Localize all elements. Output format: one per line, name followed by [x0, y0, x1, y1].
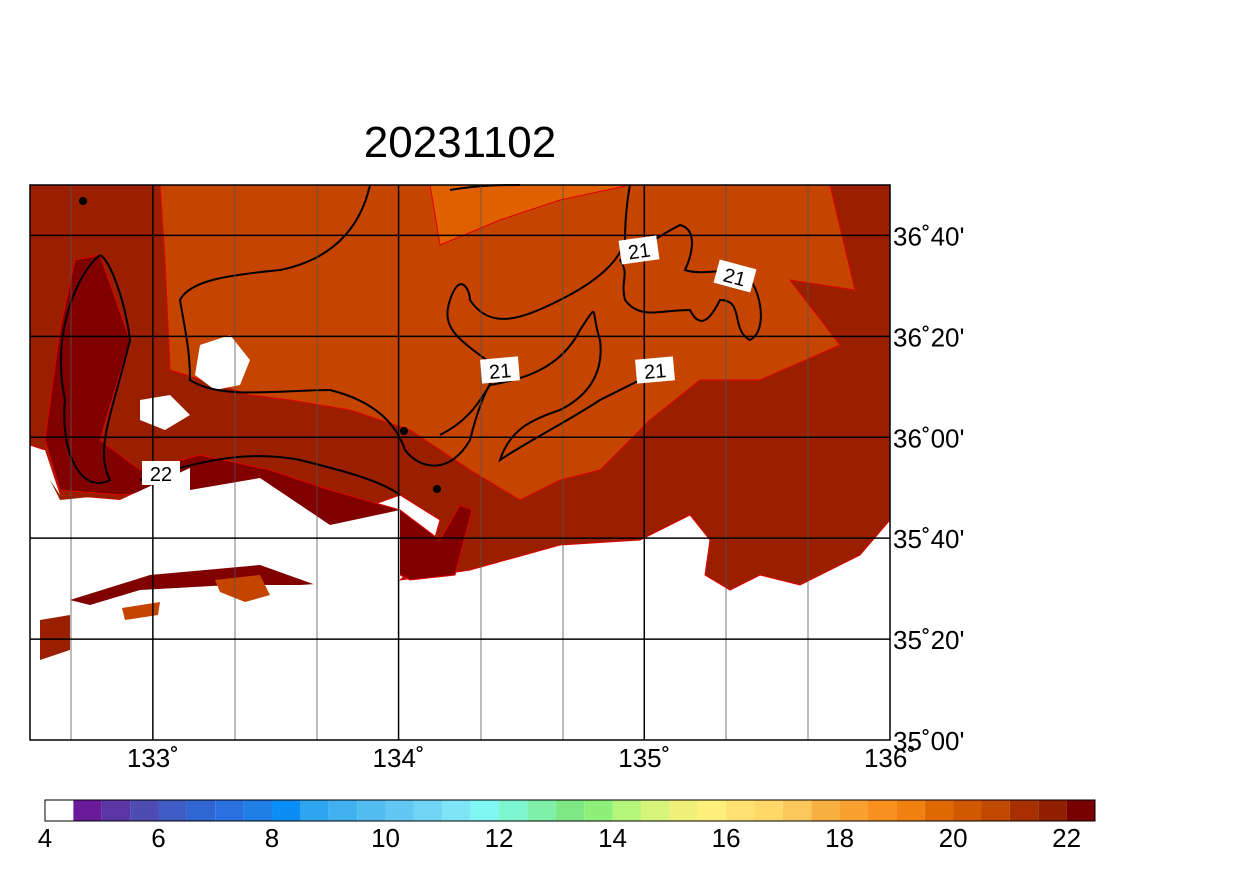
lat-label: 36˚20' — [893, 322, 964, 352]
colorbar-label: 12 — [485, 823, 514, 853]
colorbar-swatch — [300, 800, 329, 821]
label-box — [480, 356, 520, 384]
colorbar-swatch — [981, 800, 1010, 821]
colorbar-swatch — [527, 800, 556, 821]
colorbar-label: 8 — [265, 823, 279, 853]
label-box — [618, 235, 660, 265]
colorbar-swatch — [782, 800, 812, 821]
station — [433, 485, 441, 493]
contour-label: 22 — [150, 464, 172, 486]
colorbar-swatch — [101, 800, 131, 821]
colorbar-label: 18 — [825, 823, 854, 853]
colorbar-swatch — [130, 800, 159, 821]
colorbar-swatch — [555, 800, 585, 821]
lon-label: 134˚ — [373, 743, 425, 773]
colorbar-swatch — [1038, 800, 1067, 821]
sea-21-band — [159, 184, 856, 501]
colorbar-label: 14 — [598, 823, 627, 853]
colorbar-swatch — [73, 800, 102, 821]
contour-label: 21 — [627, 240, 652, 265]
label-box — [142, 461, 180, 485]
colorbar-label: 16 — [712, 823, 741, 853]
bay — [30, 450, 400, 620]
colorbar-swatch — [385, 800, 414, 821]
contour-label: 21 — [488, 360, 512, 384]
station — [400, 427, 408, 435]
label-box — [713, 259, 757, 293]
colorbar-swatch — [896, 800, 925, 821]
lake — [215, 575, 270, 602]
colorbar-swatch — [186, 800, 216, 821]
colorbar-swatch — [215, 800, 244, 821]
colorbar-swatch — [1066, 800, 1095, 821]
island — [195, 335, 250, 390]
colorbar-swatch — [413, 800, 443, 821]
lon-label: 133˚ — [127, 743, 179, 773]
colorbar-label: 6 — [151, 823, 165, 853]
colorbar-label: 10 — [371, 823, 400, 853]
label-box — [635, 356, 675, 384]
colorbar-label: 4 — [38, 823, 52, 853]
lat-label: 35˚40' — [893, 524, 964, 554]
lake — [122, 602, 160, 620]
colorbar-swatch — [470, 800, 500, 821]
colorbar-swatch — [243, 800, 273, 821]
colorbar-swatch — [640, 800, 670, 821]
contour-lines — [60, 184, 762, 496]
colorbar-swatch — [811, 800, 840, 821]
colorbar-swatch — [867, 800, 897, 821]
graticule — [30, 185, 890, 740]
colorbar-swatch — [669, 800, 698, 821]
colorbar-swatch — [612, 800, 641, 821]
lat-label: 35˚20' — [893, 625, 964, 655]
colorbar-swatch — [1009, 800, 1039, 821]
lat-label: 35˚00' — [893, 726, 964, 756]
colorbar-label: 20 — [939, 823, 968, 853]
colorbar-swatch — [357, 800, 386, 821]
colorbar-swatch — [584, 800, 613, 821]
colorbar-swatch — [839, 800, 868, 821]
bay — [50, 480, 90, 500]
colorbar-swatch — [754, 800, 783, 821]
colorbar-frame — [44, 799, 1096, 822]
colorbar-swatch — [272, 800, 301, 821]
colorbar-swatch — [442, 800, 471, 821]
map-frame — [29, 184, 891, 741]
lake — [40, 615, 70, 660]
colorbar-swatch — [726, 800, 755, 821]
lon-label: 135˚ — [618, 743, 670, 773]
contour-label: 21 — [643, 360, 667, 384]
colorbar-swatch — [697, 800, 727, 821]
colorbar-swatch — [158, 800, 187, 821]
colorbar-swatch — [499, 800, 528, 821]
title: 20231102 — [364, 118, 557, 167]
colorbar: 4 6 8 10 12 14 16 18 20 22 — [38, 799, 1096, 853]
colorbar-swatch — [45, 800, 74, 821]
lon-label: 136˚ — [864, 743, 916, 773]
colorbar-swatch — [953, 800, 982, 821]
map-area: 21 21 21 21 22 — [29, 184, 891, 741]
lat-label: 36˚00' — [893, 423, 964, 453]
lat-label: 36˚40' — [893, 221, 964, 251]
colorbar-label: 22 — [1052, 823, 1081, 853]
station — [79, 197, 87, 205]
colorbar-swatch — [328, 800, 358, 821]
colorbar-swatch — [924, 800, 954, 821]
